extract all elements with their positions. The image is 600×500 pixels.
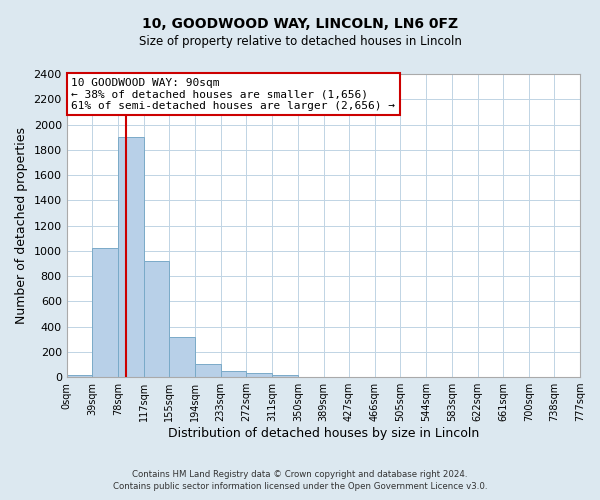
Bar xyxy=(195,364,221,377)
Bar xyxy=(118,137,144,377)
Bar xyxy=(272,374,298,377)
Bar xyxy=(169,336,195,377)
X-axis label: Distribution of detached houses by size in Lincoln: Distribution of detached houses by size … xyxy=(168,427,479,440)
Bar xyxy=(144,261,169,377)
Text: Contains public sector information licensed under the Open Government Licence v3: Contains public sector information licen… xyxy=(113,482,487,491)
Bar xyxy=(247,374,272,377)
Bar xyxy=(67,374,92,377)
Text: 10 GOODWOOD WAY: 90sqm
← 38% of detached houses are smaller (1,656)
61% of semi-: 10 GOODWOOD WAY: 90sqm ← 38% of detached… xyxy=(71,78,395,111)
Text: Size of property relative to detached houses in Lincoln: Size of property relative to detached ho… xyxy=(139,35,461,48)
Text: 10, GOODWOOD WAY, LINCOLN, LN6 0FZ: 10, GOODWOOD WAY, LINCOLN, LN6 0FZ xyxy=(142,18,458,32)
Y-axis label: Number of detached properties: Number of detached properties xyxy=(15,127,28,324)
Text: Contains HM Land Registry data © Crown copyright and database right 2024.: Contains HM Land Registry data © Crown c… xyxy=(132,470,468,479)
Bar xyxy=(92,248,118,377)
Bar xyxy=(221,371,247,377)
